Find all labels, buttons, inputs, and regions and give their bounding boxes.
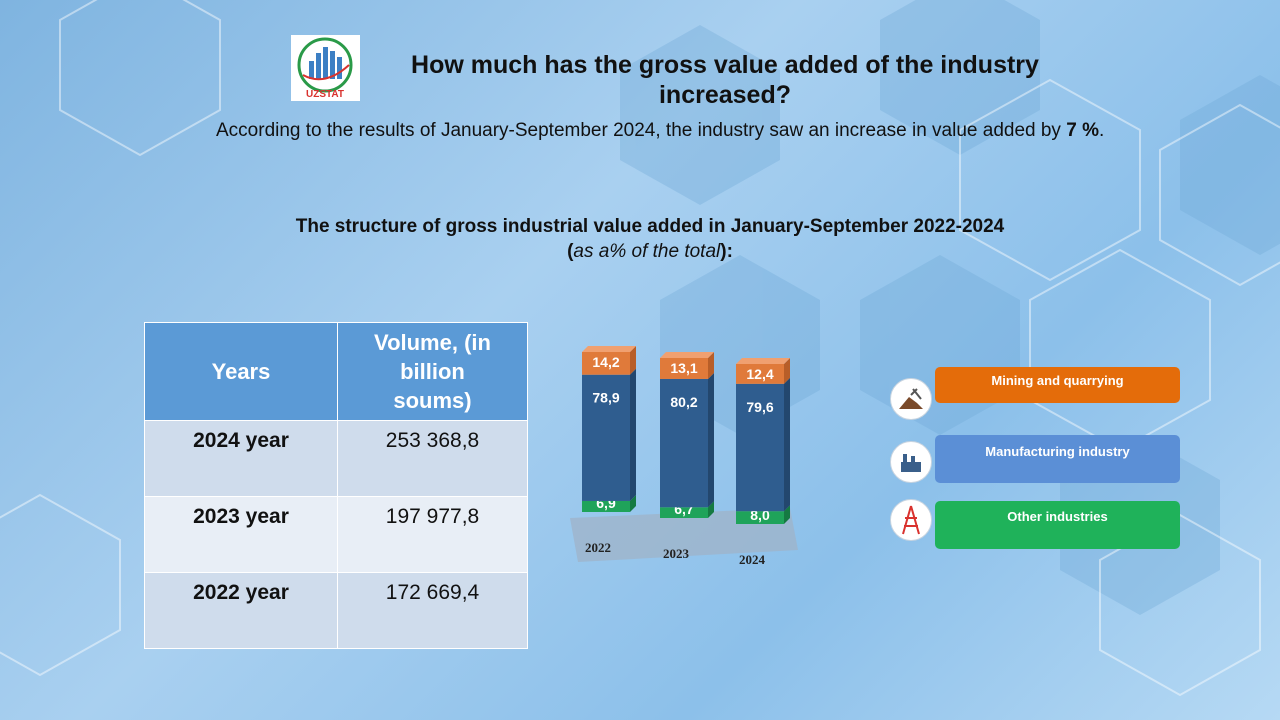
volume-table: Years Volume, (in billion soums) 2024 ye… xyxy=(144,322,528,649)
intro-paragraph: According to the results of January-Sept… xyxy=(120,116,1160,145)
data-label: 78,9 xyxy=(592,390,619,406)
bar-other-industries-2023 xyxy=(660,507,708,518)
logo-text: UZSTAT xyxy=(306,89,344,100)
bar-side xyxy=(708,352,714,379)
row-year: 2022 year xyxy=(144,572,338,649)
legend-label: Mining and quarrying xyxy=(991,373,1124,388)
bar-other-industries-2022 xyxy=(582,500,630,512)
bar-side xyxy=(630,494,636,512)
data-label: 12,4 xyxy=(746,366,773,382)
data-label: 13,1 xyxy=(670,360,697,376)
bar-side xyxy=(784,505,790,524)
legend-mining: Mining and quarrying xyxy=(935,367,1180,403)
bar-cap xyxy=(736,358,790,364)
uzstat-logo: UZSTAT xyxy=(291,35,360,101)
category-label: 2024 xyxy=(739,552,766,567)
legend-label: Manufacturing industry xyxy=(985,444,1130,459)
legend-label: Other industries xyxy=(1007,509,1108,524)
table-row: 2024 year 253 368,8 xyxy=(144,420,528,497)
header-volume: Volume, (in billion soums) xyxy=(337,322,528,421)
data-label: 80,2 xyxy=(670,394,697,410)
legend-other: Other industries xyxy=(935,501,1180,549)
paragraph-text: According to the results of January-Sept… xyxy=(216,120,1061,141)
bar-manufacturing-industry-2024 xyxy=(736,383,784,512)
category-label: 2023 xyxy=(663,546,690,561)
data-label: 79,6 xyxy=(746,399,773,415)
bar-manufacturing-industry-2022 xyxy=(582,374,630,501)
subtitle-line: The structure of gross industrial value … xyxy=(295,216,1005,237)
bar-side xyxy=(708,501,714,518)
bar-side xyxy=(708,372,714,508)
power-tower-icon xyxy=(890,499,932,541)
bar-mining-and-quarrying-2023 xyxy=(660,358,708,379)
table-row: 2022 year 172 669,4 xyxy=(144,572,528,649)
bar-mining-and-quarrying-2022 xyxy=(582,352,630,375)
row-year: 2023 year xyxy=(144,496,338,573)
row-volume: 172 669,4 xyxy=(337,572,528,649)
legend-manufacturing: Manufacturing industry xyxy=(935,435,1180,483)
table-row: 2023 year 197 977,8 xyxy=(144,496,528,573)
chart-subtitle: The structure of gross industrial value … xyxy=(200,214,1100,264)
row-volume: 197 977,8 xyxy=(337,496,528,573)
subtitle-italic: as a% of the total xyxy=(573,241,721,262)
bar-mining-and-quarrying-2024 xyxy=(736,364,784,384)
bar-side xyxy=(630,368,636,501)
bar-side xyxy=(784,377,790,512)
category-label: 2022 xyxy=(585,540,611,555)
bar-manufacturing-industry-2023 xyxy=(660,378,708,508)
page-title: How much has the gross value added of th… xyxy=(411,51,1039,109)
factory-icon xyxy=(890,441,932,483)
paragraph-suffix: . xyxy=(1098,120,1105,141)
bar-cap xyxy=(582,346,636,352)
subtitle-open: ( xyxy=(567,241,574,262)
subtitle-close: ): xyxy=(720,241,733,262)
stacked-bar-chart: 6,978,914,220226,780,213,120238,079,612,… xyxy=(570,346,798,567)
row-volume: 253 368,8 xyxy=(337,420,528,497)
header-years: Years xyxy=(144,322,338,421)
bar-cap xyxy=(660,352,714,358)
increase-value: 7 % xyxy=(1066,120,1099,141)
table-header-row: Years Volume, (in billion soums) xyxy=(144,322,528,421)
bar-other-industries-2024 xyxy=(736,511,784,524)
bar-side xyxy=(630,346,636,375)
bar-side xyxy=(784,358,790,384)
data-label: 14,2 xyxy=(592,354,619,370)
mining-icon xyxy=(890,378,932,420)
row-year: 2024 year xyxy=(144,420,338,497)
